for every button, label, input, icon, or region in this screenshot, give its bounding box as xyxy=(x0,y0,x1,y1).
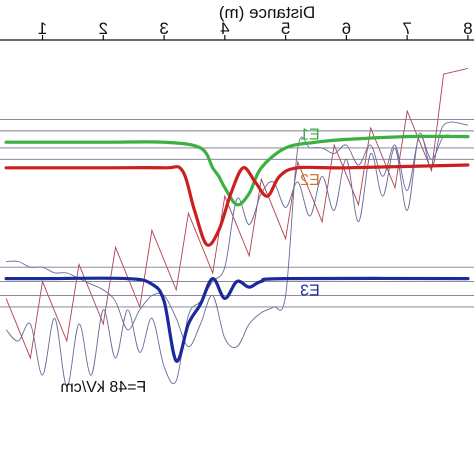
label-f-48-kv-cm: F=48 kV/cm xyxy=(60,379,146,396)
label-e1: E1 xyxy=(300,126,320,143)
series-line-e1 xyxy=(4,134,470,207)
series-line-e3 xyxy=(4,276,470,363)
energy-levels-group xyxy=(0,119,474,308)
series-group xyxy=(4,134,470,363)
x-tick-label: 5 xyxy=(281,19,290,38)
potential-profile-group xyxy=(5,67,469,360)
label-e3: E3 xyxy=(300,283,320,300)
wavefunctions-group xyxy=(5,121,468,387)
x-tick-label: 4 xyxy=(220,19,229,38)
series-line-e2 xyxy=(4,163,470,247)
label-e2: E2 xyxy=(300,172,320,189)
top-axis: 1 2 3 4 5 6 7 8 xyxy=(0,19,474,41)
x-tick-label: 8 xyxy=(463,19,472,38)
x-axis-title: Distance (m) xyxy=(219,3,315,22)
annotation-labels: E1 E2 E3 F=48 kV/cm xyxy=(60,126,319,396)
x-tick-label: 1 xyxy=(38,19,47,38)
x-tick-label: 7 xyxy=(402,19,411,38)
x-tick-label: 3 xyxy=(159,19,168,38)
wavefunction-curve xyxy=(5,121,468,387)
x-tick-label: 2 xyxy=(99,19,108,38)
potential-profile-line xyxy=(5,67,469,360)
x-tick-label: 6 xyxy=(342,19,351,38)
wavefunction-curve xyxy=(6,134,468,349)
